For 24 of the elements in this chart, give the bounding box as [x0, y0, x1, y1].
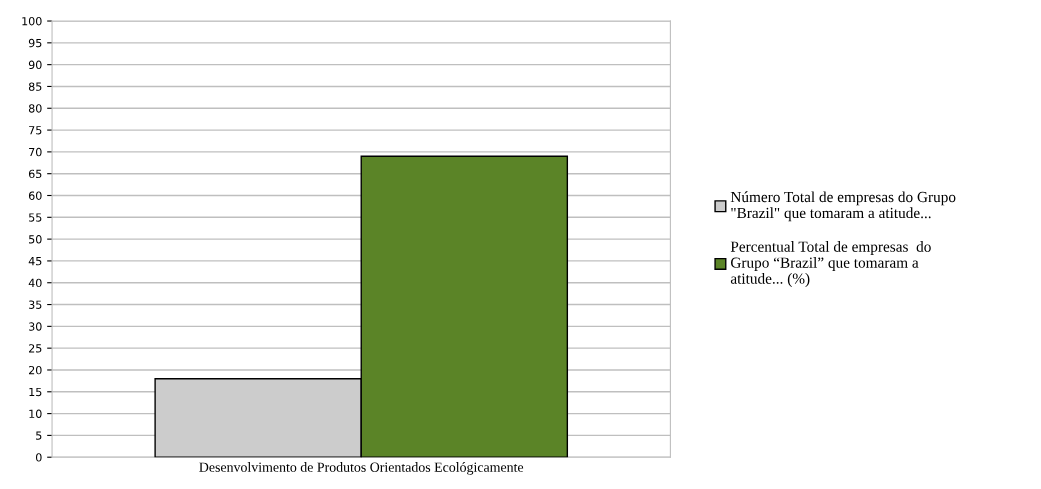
y-tick-label: 0	[35, 453, 42, 462]
y-tick-label: 70	[29, 147, 42, 157]
y-tick-label: 60	[28, 191, 42, 200]
y-tick-label: 40	[28, 278, 42, 288]
y-tick-label: 65	[28, 169, 42, 179]
legend-label: Número Total de empresas do Grupo "Brazil" que tomaram a atitude...	[730, 191, 956, 222]
y-tick-label: 30	[29, 322, 42, 331]
y-tick-label: 100	[22, 17, 42, 26]
x-tick-label: Desenvolvimento de Produtos Orientados Ecológicamente	[199, 462, 524, 475]
y-tick-label: 10	[29, 409, 42, 418]
y-tick-label: 20	[29, 365, 42, 375]
y-tick-label: 95	[28, 38, 42, 48]
y-tick-label: 75	[29, 126, 42, 135]
y-tick-label: 90	[28, 60, 42, 70]
y-tick-label: 50	[29, 235, 42, 244]
y-tick-label: 5	[36, 431, 42, 440]
y-tick-label: 80	[28, 104, 42, 113]
y-tick-label: 55	[29, 213, 42, 222]
y-tick-label: 15	[29, 387, 42, 397]
y-tick-label: 25	[29, 344, 42, 353]
y-tick-label: 35	[29, 300, 42, 309]
y-tick-label: 85	[28, 82, 42, 91]
y-tick-label: 45	[28, 257, 42, 266]
legend-label: Percentual Total de empresas do Grupo “Brazil” que tomaram a atitude... (%)	[730, 241, 931, 287]
